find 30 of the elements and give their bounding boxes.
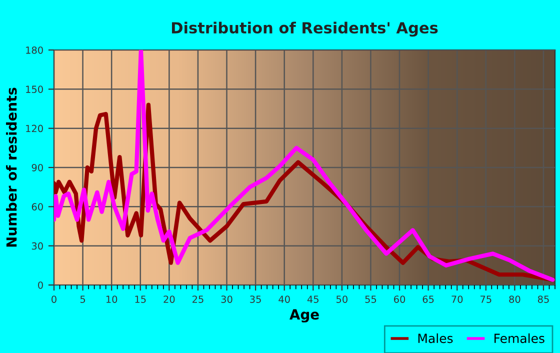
x-tick-label: 85	[538, 296, 549, 303]
x-tick-label: 15	[135, 296, 146, 303]
y-tick-label: 30	[32, 242, 43, 250]
x-tick-label: 5	[80, 296, 86, 303]
x-tick-label: 40	[278, 296, 290, 303]
y-tick-label: 0	[38, 281, 43, 289]
x-tick-label: 80	[509, 296, 520, 303]
x-tick-label: 50	[336, 296, 348, 303]
x-tick-label: 60	[394, 296, 406, 303]
x-tick-label: 35	[250, 296, 261, 303]
chart-title: Distribution of Residents' Ages	[172, 22, 438, 37]
x-tick-label: 20	[164, 296, 175, 303]
x-tick-label: 75	[480, 296, 492, 303]
x-tick-label: 65	[422, 296, 434, 303]
x-axis-title: Age	[290, 309, 319, 322]
x-tick-label: 70	[452, 296, 463, 303]
legend-label: Males	[418, 333, 453, 344]
x-tick-label: 45	[307, 296, 318, 303]
x-tick-label: 25	[192, 296, 204, 303]
y-tick-label: 90	[32, 164, 43, 172]
x-tick-label: 55	[365, 296, 376, 303]
y-tick-label: 60	[32, 203, 43, 210]
y-tick-label: 180	[26, 46, 43, 54]
x-tick-label: 0	[52, 296, 56, 303]
legend-label: Females	[494, 333, 544, 344]
x-tick-label: 30	[221, 296, 232, 303]
y-tick-label: 120	[26, 124, 43, 132]
x-tick-label: 10	[106, 296, 118, 303]
y-axis-title: Number of residents	[6, 88, 17, 247]
y-tick-label: 150	[26, 86, 43, 93]
